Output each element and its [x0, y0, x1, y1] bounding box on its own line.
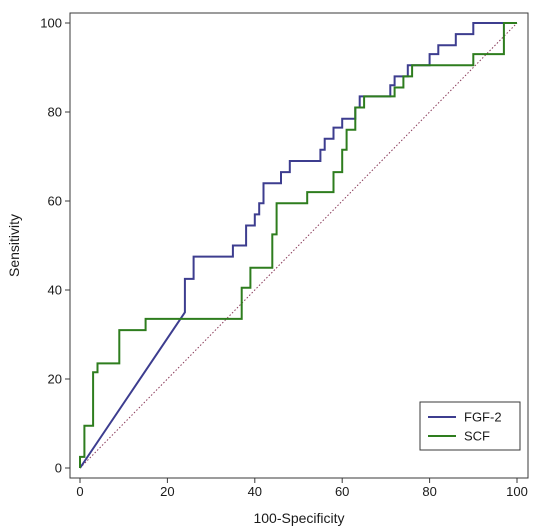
- reference-diagonal: [79, 22, 518, 469]
- y-tick-label: 60: [48, 194, 62, 209]
- y-tick-label: 80: [48, 105, 62, 120]
- x-tick-label: 80: [422, 484, 436, 499]
- y-tick-label: 100: [40, 16, 62, 31]
- y-tick-label: 40: [48, 283, 62, 298]
- y-tick-label: 0: [55, 461, 62, 476]
- legend: FGF-2 SCF: [419, 401, 521, 451]
- x-tick-label: 100: [506, 484, 528, 499]
- legend-box: [419, 401, 521, 451]
- x-tick-label: 0: [76, 484, 83, 499]
- series-line-scf: [79, 22, 517, 468]
- y-axis-title: Sensitivity: [6, 214, 22, 277]
- legend-label-scf: SCF: [464, 429, 490, 444]
- series-line-fgf2: [79, 22, 517, 469]
- x-tick-label: 60: [335, 484, 349, 499]
- x-tick-label: 20: [160, 484, 174, 499]
- legend-label-fgf2: FGF-2: [464, 410, 502, 425]
- x-tick-label: 40: [248, 484, 262, 499]
- x-axis-title: 100-Specificity: [253, 510, 344, 526]
- y-tick-label: 20: [48, 372, 62, 387]
- plot-frame: [69, 12, 529, 479]
